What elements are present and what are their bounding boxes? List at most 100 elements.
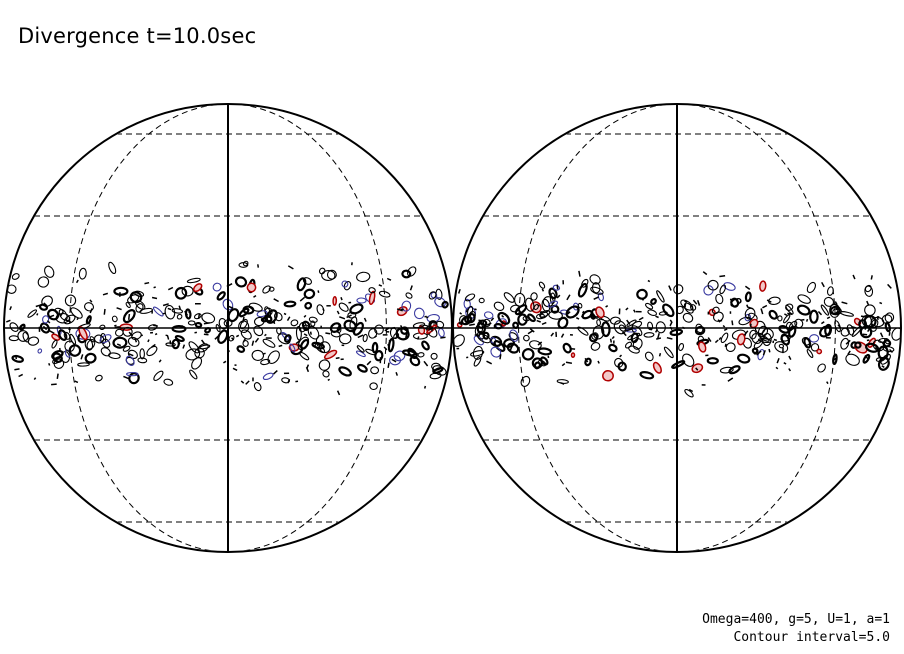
contour-dash	[228, 305, 234, 309]
contour-dash	[423, 385, 427, 389]
contour-dash	[339, 316, 346, 320]
contour-blob	[139, 348, 145, 360]
contour-dash	[383, 346, 388, 351]
contour-blob	[816, 348, 823, 355]
contour-dash	[287, 378, 291, 384]
contour-dash	[158, 359, 162, 363]
contour-dash	[597, 360, 600, 364]
contour-dash	[486, 360, 493, 365]
contour-blob	[761, 328, 774, 340]
contour-dash	[727, 377, 734, 382]
contour-dash	[203, 333, 209, 336]
contour-dash	[762, 349, 766, 356]
contour-dash	[717, 319, 721, 323]
contour-blob	[315, 335, 324, 347]
contour-blob	[589, 312, 596, 320]
contour-blob	[596, 319, 601, 327]
contour-blob	[68, 344, 82, 357]
contour-blob	[99, 334, 112, 344]
contour-dash	[303, 333, 308, 337]
contour-dash	[167, 286, 174, 291]
contour-blob	[153, 370, 164, 381]
contour-blob	[730, 297, 740, 308]
contour-blob	[464, 315, 473, 324]
contour-blob	[323, 349, 338, 360]
contour-dash	[509, 345, 513, 351]
contour-blob	[242, 340, 249, 347]
contour-blob	[719, 284, 726, 295]
contour-blob	[523, 334, 530, 342]
contour-blob	[589, 274, 601, 285]
contour-blob	[751, 347, 759, 355]
contour-blob	[590, 286, 604, 295]
contour-blob	[520, 375, 531, 387]
contour-dash	[128, 353, 134, 357]
contour-blob	[720, 332, 729, 344]
contour-dash	[387, 362, 390, 369]
contour-dash	[756, 350, 762, 356]
contour-dash	[870, 275, 873, 280]
contour-dash	[33, 377, 37, 381]
contour-dash	[625, 328, 632, 332]
contour-dash	[469, 323, 475, 327]
contour-blob	[644, 351, 654, 362]
contour-blob	[108, 352, 121, 360]
contour-dash	[714, 339, 719, 344]
contour-blob	[78, 267, 87, 280]
contour-dash	[18, 373, 24, 378]
contour-blob	[435, 320, 445, 329]
contour-blob	[69, 333, 77, 345]
contour-dash	[845, 339, 851, 345]
contour-dash	[788, 368, 792, 372]
contour-blob	[845, 353, 860, 366]
contour-dash	[647, 279, 651, 283]
contour-dash	[336, 310, 340, 315]
contour-blob	[321, 270, 336, 281]
contour-dash	[569, 347, 576, 350]
contour-blob	[529, 340, 542, 350]
contour-blob	[459, 315, 469, 325]
contour-blob	[295, 326, 302, 341]
contour-dash	[724, 343, 727, 347]
contour-dash	[879, 301, 883, 305]
contour-blob	[84, 352, 97, 364]
contour-blob	[774, 341, 789, 353]
contour-dash	[154, 333, 158, 336]
contour-blob	[736, 333, 746, 346]
contour-dash	[416, 336, 420, 340]
contour-blob	[122, 345, 131, 352]
contour-dash	[560, 333, 565, 338]
contour-blob	[609, 316, 621, 325]
contour-blob	[730, 297, 742, 307]
contour-dash	[719, 274, 726, 278]
contour-blob	[70, 307, 83, 319]
contour-dash	[102, 292, 109, 296]
contour-blob	[171, 324, 187, 333]
contour-dash	[147, 339, 150, 343]
contour-blob	[803, 337, 812, 349]
contour-blob	[242, 260, 249, 267]
contour-blob	[689, 304, 697, 311]
contour-blob	[584, 357, 592, 367]
contour-blob	[127, 349, 138, 360]
contour-blob	[108, 261, 117, 275]
contour-dash	[593, 296, 600, 300]
contour-blob	[238, 307, 250, 318]
contour-blob	[27, 309, 38, 318]
contour-blob	[780, 333, 791, 346]
contour-blob	[304, 301, 313, 310]
contour-blob	[806, 281, 817, 294]
contour-dash	[335, 357, 340, 360]
contour-blob	[289, 343, 296, 353]
contour-blob	[356, 345, 365, 353]
contour-blob	[365, 348, 377, 356]
contour-blob	[236, 345, 246, 353]
contour-blob	[562, 342, 572, 354]
contour-blob	[537, 347, 553, 356]
contour-dash	[683, 303, 687, 309]
contour-dash	[459, 312, 463, 315]
contour-blob	[478, 297, 485, 304]
contour-dash	[692, 299, 698, 305]
contour-dash	[232, 367, 238, 371]
contour-blob	[656, 290, 665, 303]
